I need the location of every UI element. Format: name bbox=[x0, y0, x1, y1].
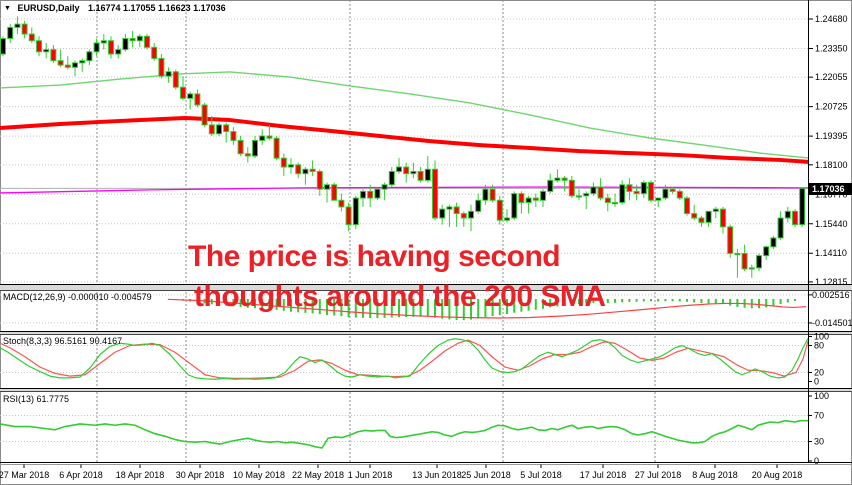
macd-indicator-label: MACD(12,26,9) -0.000010 -0.004579 bbox=[3, 292, 152, 302]
price-tick-label: 1.24680 bbox=[815, 14, 848, 24]
price-tick-label: 1.12815 bbox=[815, 277, 848, 287]
svg-text:100: 100 bbox=[814, 332, 829, 342]
chart-title: ▼ EURUSD,Daily 1.16774 1.17055 1.16623 1… bbox=[4, 3, 226, 13]
date-tick-label: 1 Jun 2018 bbox=[348, 470, 393, 480]
quote-ohlc-label: 1.16774 1.17055 1.16623 1.17036 bbox=[87, 3, 226, 13]
date-tick-label: 27 Jul 2018 bbox=[635, 470, 682, 480]
svg-text:0: 0 bbox=[814, 456, 819, 466]
price-tick-label: 1.14110 bbox=[815, 248, 847, 258]
price-tick-label: 1.18100 bbox=[815, 160, 848, 170]
date-tick-label: 13 Jun 2018 bbox=[412, 470, 462, 480]
date-tick-label: 20 Aug 2018 bbox=[752, 470, 803, 480]
date-tick-label: 8 Aug 2018 bbox=[692, 470, 738, 480]
date-tick-label: 10 May 2018 bbox=[233, 470, 285, 480]
symbol-period-label: EURUSD,Daily bbox=[17, 3, 80, 13]
rsi-indicator-label: RSI(13) 61.7775 bbox=[3, 394, 70, 404]
date-tick-label: 18 Apr 2018 bbox=[116, 470, 165, 480]
svg-text:20: 20 bbox=[814, 368, 824, 378]
svg-text:0: 0 bbox=[814, 377, 819, 387]
chart-dropdown-icon[interactable]: ▼ bbox=[4, 5, 11, 12]
svg-text:0.002516: 0.002516 bbox=[812, 290, 850, 300]
stoch-indicator-label: Stoch(8,3,3) 96.5161 90.4167 bbox=[3, 336, 123, 346]
svg-text:30: 30 bbox=[814, 437, 824, 447]
current-price-badge: 1.17036 bbox=[809, 183, 852, 195]
svg-text:80: 80 bbox=[814, 341, 824, 351]
date-tick-label: 22 May 2018 bbox=[292, 470, 344, 480]
date-tick-label: 17 Jul 2018 bbox=[580, 470, 627, 480]
date-tick-label: 25 Jun 2018 bbox=[461, 470, 511, 480]
price-tick-label: 1.19395 bbox=[815, 131, 848, 141]
svg-text:-0.014501: -0.014501 bbox=[812, 318, 852, 328]
date-tick-label: 27 Mar 2018 bbox=[0, 470, 49, 480]
price-tick-label: 1.22055 bbox=[815, 72, 848, 82]
price-tick-label: 1.20725 bbox=[815, 102, 848, 112]
price-tick-label: 1.15440 bbox=[815, 219, 848, 229]
date-tick-label: 6 Apr 2018 bbox=[59, 470, 103, 480]
annotation-text-line1: The price is having second bbox=[188, 240, 561, 273]
svg-text:100: 100 bbox=[814, 391, 829, 401]
svg-text:70: 70 bbox=[814, 411, 824, 421]
date-tick-label: 5 Jul 2018 bbox=[520, 470, 562, 480]
price-tick-label: 1.23350 bbox=[815, 43, 848, 53]
date-tick-label: 30 Apr 2018 bbox=[176, 470, 225, 480]
annotation-text-line2: thoughts around the 200 SMA bbox=[194, 280, 606, 313]
